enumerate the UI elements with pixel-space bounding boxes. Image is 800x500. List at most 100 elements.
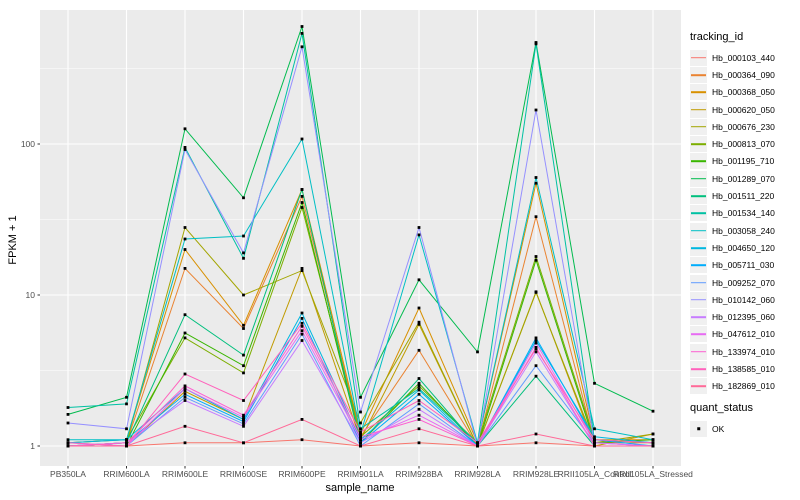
data-point: [651, 444, 655, 448]
legend-entry: Hb_000620_050: [690, 101, 775, 118]
data-point: [183, 390, 187, 393]
x-tick-label: RRII105LA_Stressed: [613, 469, 693, 479]
data-point: [534, 364, 538, 368]
legend-key-swatch: [690, 309, 707, 326]
legend-key-swatch: [690, 118, 707, 135]
data-point: [534, 258, 538, 262]
data-point: [593, 441, 596, 445]
legend-line-sample: [691, 126, 706, 128]
legend-key-swatch: [690, 84, 707, 101]
legend-entry-label: Hb_000103_440: [712, 52, 775, 63]
x-tick-label: RRIM600SE: [220, 469, 268, 479]
x-tick-label: RRIM928LA: [454, 469, 501, 479]
data-point: [476, 444, 479, 448]
data-point: [300, 321, 304, 325]
legend-line-sample: [691, 74, 706, 76]
data-point: [359, 438, 362, 442]
data-point: [125, 395, 128, 399]
data-point: [651, 441, 655, 445]
data-point: [242, 371, 245, 375]
legend-key-swatch: [690, 188, 707, 205]
data-point: [183, 399, 187, 402]
data-point: [359, 444, 362, 448]
data-point: [417, 381, 421, 385]
legend-entry-label: Hb_001511_220: [712, 191, 775, 202]
x-tick-label: RRIM928BA: [395, 469, 443, 479]
legend-key-swatch: [690, 49, 707, 66]
data-point: [300, 269, 304, 272]
data-point: [534, 341, 538, 345]
quant-legend-entry: OK: [690, 420, 753, 437]
data-point: [359, 441, 362, 445]
data-point: [242, 353, 245, 357]
data-point: [183, 395, 187, 399]
data-point: [534, 339, 538, 342]
data-point: [417, 348, 421, 352]
data-point: [242, 234, 245, 238]
data-point: [651, 409, 655, 413]
data-point: [300, 329, 304, 333]
data-point: [476, 441, 479, 445]
legend-entry: Hb_001195_710: [690, 153, 775, 170]
y-tick-label: 1: [30, 441, 35, 451]
data-point: [417, 233, 421, 237]
data-point: [300, 311, 304, 315]
legend-entry-label: Hb_012395_060: [712, 312, 775, 323]
legend-entry-label: Hb_133974_010: [712, 346, 775, 357]
legend-entry-label: Hb_005711_030: [712, 260, 775, 271]
data-point: [300, 137, 304, 141]
legend-entry: Hb_182869_010: [690, 378, 775, 395]
data-point: [183, 384, 187, 388]
data-point: [183, 146, 187, 149]
data-point: [300, 324, 304, 328]
data-point: [300, 195, 304, 198]
data-point: [359, 435, 362, 439]
data-point: [183, 441, 187, 445]
legend-entry-label: Hb_000676_230: [712, 121, 775, 132]
data-point: [534, 432, 538, 436]
legend-entry-label: Hb_000813_070: [712, 139, 775, 150]
data-point: [593, 438, 596, 442]
data-point: [534, 350, 538, 354]
legend-entry: Hb_000103_440: [690, 49, 775, 66]
legend-entry-label: Hb_000368_050: [712, 87, 775, 98]
legend-key-swatch: [690, 101, 707, 118]
data-point: [300, 438, 304, 442]
data-point: [534, 374, 538, 378]
x-tick-label: RRIM600PE: [278, 469, 326, 479]
data-point: [476, 350, 479, 354]
data-point: [534, 347, 538, 351]
data-point: [242, 293, 245, 297]
x-tick-label: RRIM901LA: [337, 469, 384, 479]
legend-key-swatch: [690, 222, 707, 239]
data-point: [66, 406, 70, 409]
data-point: [417, 320, 421, 324]
data-point: [651, 432, 655, 436]
legend-key-swatch: [690, 274, 707, 291]
x-axis-title: sample_name: [325, 482, 395, 494]
data-point: [593, 427, 596, 431]
data-point: [534, 181, 538, 185]
data-point: [359, 432, 362, 436]
data-point: [183, 127, 187, 131]
data-point: [417, 392, 421, 396]
legend-key-swatch: [690, 326, 707, 343]
data-point: [183, 424, 187, 428]
data-point: [300, 206, 304, 209]
data-point: [300, 201, 304, 204]
legend-entry: Hb_001511_220: [690, 187, 775, 205]
legend-entry: Hb_010142_060: [690, 291, 775, 308]
legend-key-swatch: [690, 170, 707, 187]
data-point: [183, 248, 187, 251]
data-point: [242, 415, 245, 419]
x-tick-label: RRIM600LE: [162, 469, 209, 479]
legend-entry-label: Hb_000364_090: [712, 69, 775, 80]
data-point: [359, 427, 362, 431]
data-point: [300, 267, 304, 270]
legend-entry: Hb_047612_010: [690, 326, 775, 343]
legend-key-swatch: [690, 205, 707, 222]
legend-entry: Hb_000368_050: [690, 84, 775, 101]
data-point: [593, 435, 596, 439]
legend-entry-list: Hb_000103_440 Hb_000364_090 Hb_000368_050 H…: [690, 49, 775, 395]
